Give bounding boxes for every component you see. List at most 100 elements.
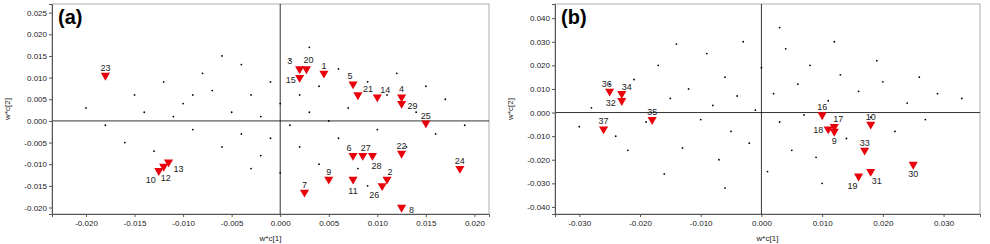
y-tick-mark bbox=[552, 113, 555, 114]
x-tick-mark bbox=[822, 214, 823, 217]
dot bbox=[676, 43, 678, 45]
x-tick: -0.020 bbox=[629, 214, 652, 228]
y-tick: -0.030 bbox=[527, 179, 555, 188]
marker bbox=[648, 117, 657, 125]
x-axis-line bbox=[53, 215, 490, 218]
dot bbox=[924, 119, 926, 121]
x-tick: 0.000 bbox=[752, 214, 773, 228]
y-tick-label: 0.000 bbox=[27, 117, 48, 126]
y-tick: -0.015 bbox=[24, 182, 52, 191]
dot bbox=[688, 88, 690, 90]
y-tick-label: 0.010 bbox=[530, 85, 551, 94]
y-tick-mark bbox=[552, 136, 555, 137]
y-tick-mark bbox=[49, 13, 52, 14]
x-tick-label: 0.020 bbox=[873, 219, 894, 228]
dot bbox=[260, 116, 262, 118]
x-axis-title: w*c[1] bbox=[259, 234, 282, 243]
y-axis-line bbox=[552, 5, 556, 215]
marker bbox=[397, 151, 406, 159]
x-tick-label: 0.015 bbox=[416, 219, 437, 228]
x-tick-mark bbox=[474, 214, 475, 217]
zero-line-x bbox=[280, 4, 281, 214]
x-tick-label: 0.000 bbox=[752, 219, 773, 228]
dot bbox=[435, 133, 437, 135]
marker bbox=[455, 166, 464, 174]
dot bbox=[803, 114, 805, 116]
dot bbox=[270, 81, 272, 83]
dot bbox=[937, 93, 939, 95]
dot bbox=[961, 97, 963, 99]
x-tick-label: -0.020 bbox=[75, 219, 98, 228]
x-tick-label: -0.020 bbox=[629, 219, 652, 228]
y-tick: 0.020 bbox=[27, 30, 52, 39]
point-label: 4 bbox=[399, 84, 404, 94]
x-tick-label: -0.030 bbox=[568, 219, 591, 228]
point-label: 13 bbox=[174, 164, 184, 174]
x-tick-mark bbox=[761, 214, 762, 217]
dot bbox=[270, 137, 272, 139]
dot bbox=[779, 27, 781, 29]
x-tick: -0.010 bbox=[172, 214, 195, 228]
marker bbox=[302, 66, 311, 74]
x-tick-mark bbox=[86, 214, 87, 217]
dot bbox=[724, 187, 726, 189]
dot bbox=[809, 64, 811, 66]
x-tick-mark bbox=[701, 214, 702, 217]
point-label: 17 bbox=[833, 114, 843, 124]
y-tick-label: 0.010 bbox=[27, 74, 48, 83]
marker bbox=[397, 101, 406, 109]
dot bbox=[876, 60, 878, 62]
point-labels: 1320155211442925231012132762822971122682… bbox=[100, 55, 464, 215]
dot bbox=[279, 103, 281, 105]
point-label: 5 bbox=[348, 71, 353, 81]
x-tick-mark bbox=[883, 214, 884, 217]
dot bbox=[376, 129, 378, 131]
y-axis-line bbox=[49, 5, 53, 215]
dot bbox=[444, 98, 446, 100]
y-tick-mark bbox=[552, 42, 555, 43]
dot bbox=[221, 55, 223, 57]
y-axis-title: w*c[2] bbox=[506, 98, 515, 121]
y-tick-label: 0.015 bbox=[27, 52, 48, 61]
panel: 363432353716171891033193130-0.030-0.020-… bbox=[506, 4, 981, 243]
dot bbox=[591, 107, 593, 109]
point-label: 25 bbox=[421, 111, 431, 121]
dot bbox=[669, 97, 671, 99]
x-tick-mark bbox=[426, 214, 427, 217]
dot bbox=[839, 74, 841, 76]
y-tick-label: -0.010 bbox=[24, 160, 47, 169]
point-label: 37 bbox=[599, 116, 609, 126]
y-tick-label: 0.005 bbox=[27, 95, 48, 104]
point-label: 29 bbox=[408, 101, 418, 111]
dot bbox=[367, 81, 369, 83]
dot bbox=[105, 124, 107, 126]
plot-frame bbox=[555, 4, 980, 214]
y-tick-mark bbox=[49, 186, 52, 187]
dot bbox=[425, 85, 427, 87]
dot bbox=[134, 94, 136, 96]
y-tick-mark bbox=[49, 208, 52, 209]
dot bbox=[192, 129, 194, 131]
dot bbox=[578, 126, 580, 128]
marker bbox=[358, 153, 367, 161]
y-tick: 0.000 bbox=[27, 117, 52, 126]
dot bbox=[308, 46, 310, 48]
dot bbox=[833, 41, 835, 43]
dot bbox=[250, 168, 252, 170]
point-label: 35 bbox=[647, 107, 657, 117]
dot bbox=[318, 85, 320, 87]
marker bbox=[818, 112, 827, 120]
marker bbox=[599, 126, 608, 134]
dot bbox=[742, 41, 744, 43]
dot bbox=[289, 124, 291, 126]
point-label: 10 bbox=[146, 175, 156, 185]
point-label: 11 bbox=[348, 186, 357, 196]
marker bbox=[421, 120, 430, 128]
y-tick-mark bbox=[552, 207, 555, 208]
x-tick-mark bbox=[280, 214, 281, 217]
x-tick-mark bbox=[640, 214, 641, 217]
x-tick: -0.010 bbox=[690, 214, 713, 228]
y-tick-label: -0.040 bbox=[527, 203, 550, 212]
y-tick: 0.015 bbox=[27, 52, 52, 61]
y-tick-mark bbox=[552, 18, 555, 19]
